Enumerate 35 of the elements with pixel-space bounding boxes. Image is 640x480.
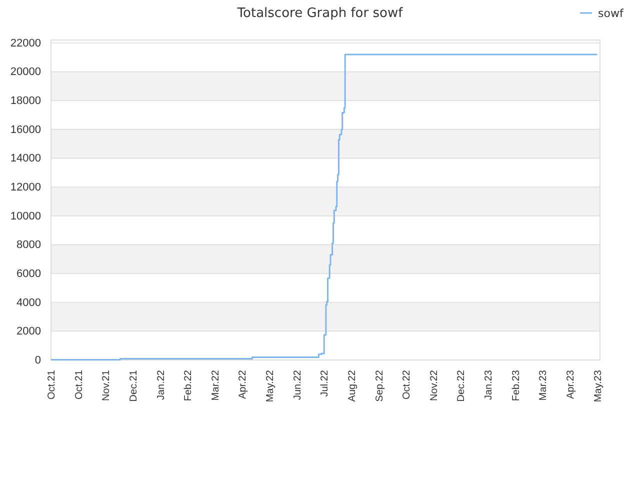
x-tick-label: Dec.21 [128, 370, 140, 402]
y-tick-label: 6000 [16, 268, 41, 280]
x-tick-label: Nov.22 [428, 370, 440, 401]
chart-title: Totalscore Graph for sowf [236, 6, 404, 21]
x-tick-label: Jun.22 [292, 370, 304, 400]
x-tick-label: Oct.21 [74, 370, 85, 400]
x-tick-label: Nov.21 [101, 370, 112, 401]
x-tick-label: Feb.23 [510, 370, 522, 402]
x-tick-label: Oct.22 [402, 370, 413, 400]
y-tick-label: 4000 [16, 296, 41, 309]
y-tick-label: 16000 [10, 124, 41, 136]
y-tick-label: 22000 [10, 37, 41, 50]
x-tick-label: Feb.22 [183, 370, 194, 402]
x-tick-label: Apr.23 [565, 370, 576, 399]
x-tick-label: Dec.22 [456, 370, 468, 402]
y-tick-label: 14000 [10, 152, 41, 165]
x-tick-label: Mar.23 [538, 370, 550, 401]
y-tick-label: 20000 [10, 66, 41, 78]
y-tick-label: 18000 [10, 95, 41, 108]
y-tick-label: 0 [34, 354, 41, 367]
x-tick-label: Aug.22 [346, 370, 358, 402]
x-tick-label: Apr.22 [238, 370, 249, 399]
x-tick-label: May.23 [592, 370, 604, 402]
legend-label: sowf [598, 7, 624, 20]
x-tick-label: Sep.22 [374, 370, 386, 402]
x-tick-label: Oct.21 [46, 370, 58, 400]
y-tick-label: 12000 [10, 182, 41, 194]
y-tick-label: 2000 [16, 326, 41, 338]
x-tick-label: Jan.23 [484, 370, 495, 400]
x-tick-label: Jul.22 [320, 370, 331, 397]
x-tick-label: Mar.22 [210, 370, 222, 401]
x-tick-label: May.22 [265, 370, 276, 402]
x-tick-label: Jan.22 [156, 370, 167, 400]
y-tick-label: 10000 [10, 210, 41, 222]
y-tick-label: 8000 [16, 239, 41, 252]
